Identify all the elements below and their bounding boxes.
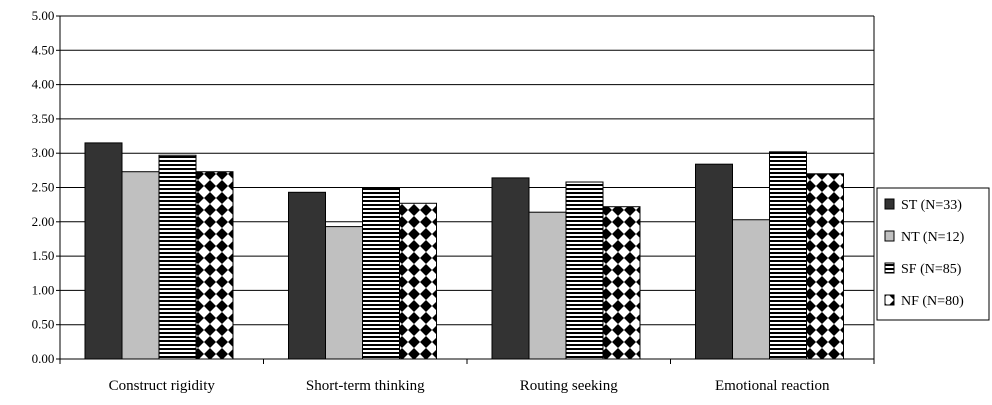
legend-label: NT (N=12) (901, 230, 965, 245)
y-tick-label: 4.00 (32, 77, 55, 92)
bar-st-3 (695, 163, 733, 360)
bar-nf-2 (602, 206, 641, 360)
y-tick-label: 2.50 (32, 180, 55, 195)
legend-label: SF (N=85) (901, 262, 962, 277)
bars (84, 142, 844, 360)
y-tick-label: 2.00 (32, 214, 55, 229)
legend: ST (N=33) NT (N=12) SF (N=85) NF (N=80) (876, 187, 990, 321)
y-tick-label: 5.00 (32, 8, 55, 23)
legend-swatch (884, 294, 895, 306)
bar-nf-0 (195, 171, 234, 360)
x-tick-label: Emotional reaction (715, 378, 830, 394)
legend-swatch (884, 230, 895, 242)
bar-st-2 (491, 177, 530, 360)
y-tick-label: 0.00 (32, 351, 55, 366)
axis-labels: 0.00 0.50 1.00 1.50 2.00 2.50 3.00 3.50 4.00 4.50… (32, 8, 830, 394)
legend-swatch (884, 262, 895, 274)
x-tick-label: Short-term thinking (306, 378, 425, 394)
bar-st-1 (288, 191, 326, 360)
bar-nt-1 (325, 226, 363, 360)
bar-nt-2 (528, 211, 567, 360)
legend-box (876, 187, 990, 321)
y-tick-label: 4.50 (32, 42, 55, 57)
y-tick-label: 3.00 (32, 145, 55, 160)
legend-swatch (884, 198, 895, 210)
bar-sf-2 (565, 181, 604, 360)
bar-nt-0 (121, 171, 160, 360)
bar-sf-0 (158, 154, 197, 360)
x-tick-label: Routing seeking (520, 378, 618, 394)
bar-st-0 (84, 142, 123, 360)
y-tick-label: 0.50 (32, 317, 55, 332)
bar-sf-1 (362, 187, 400, 360)
y-tick-label: 1.50 (32, 248, 55, 263)
y-tick-label: 1.00 (32, 282, 55, 297)
bar-nf-3 (806, 173, 844, 360)
bar-sf-3 (769, 151, 807, 360)
bar-nf-1 (399, 202, 437, 360)
x-tick-label: Construct rigidity (109, 378, 216, 394)
legend-label: ST (N=33) (901, 198, 962, 213)
legend-label: NF (N=80) (901, 294, 964, 309)
bar-nt-3 (732, 219, 770, 360)
y-tick-label: 3.50 (32, 111, 55, 126)
